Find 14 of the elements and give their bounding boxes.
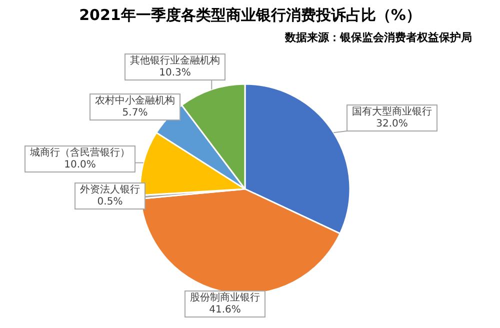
chart-title: 2021年一季度各类型商业银行消费投诉占比（%） [78, 6, 422, 25]
slice-label: 农村中小金融机构 [95, 94, 175, 107]
slice-label: 城商行（含民营银行） [29, 146, 130, 159]
slice-label: 其他银行业金融机构 [130, 54, 220, 67]
slice-label: 外资法人银行 [80, 184, 140, 196]
data-label: 32.0% [376, 118, 408, 130]
data-label: 0.5% [97, 196, 123, 208]
slice-label: 国有大型商业银行 [352, 106, 432, 118]
data-label: 41.6% [209, 304, 241, 316]
slice-label: 股份制商业银行 [190, 292, 260, 304]
data-label: 10.0% [64, 160, 96, 171]
data-label: 10.3% [159, 68, 191, 79]
source-note: 数据来源：银保监会消费者权益保护局 [285, 30, 472, 45]
data-label: 5.7% [122, 108, 148, 119]
